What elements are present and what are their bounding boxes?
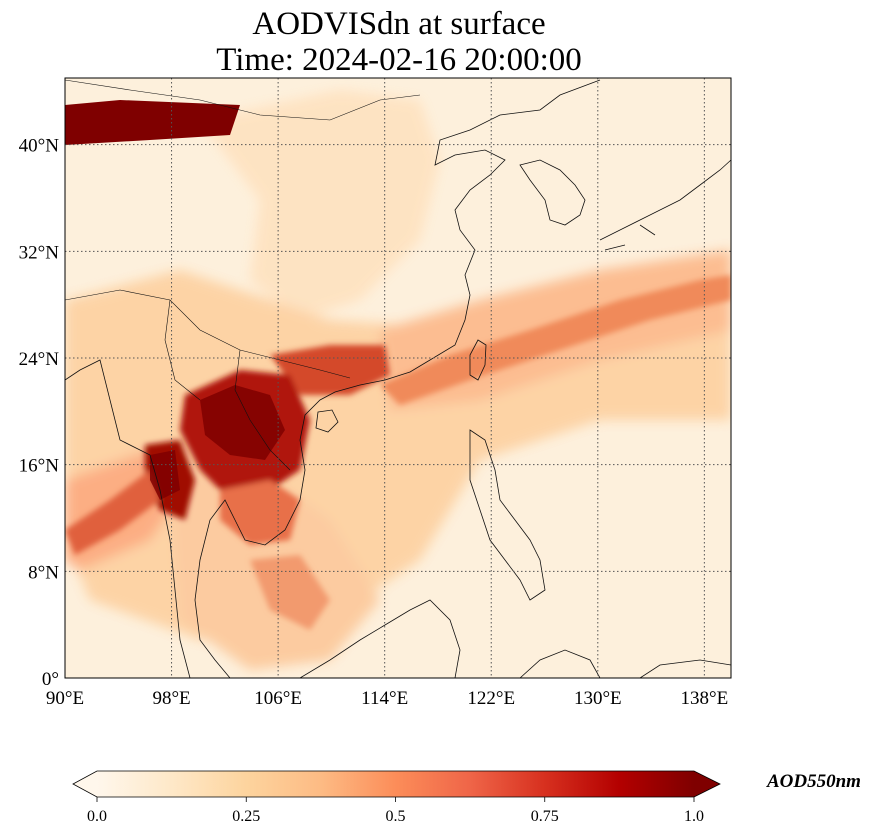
aod-haze-north-china	[200, 90, 440, 320]
lon-tick-label: 106°E	[254, 688, 302, 709]
lon-tick-label: 90°E	[46, 688, 84, 709]
coastline-indochina	[194, 379, 386, 678]
aod-plume-myanmar-core	[150, 450, 180, 500]
colorbar-gradient	[97, 771, 694, 797]
colorbar: 0.0 0.25 0.5 0.75 1.0 AOD550nm	[72, 770, 861, 825]
lon-tick-label: 130°E	[574, 688, 622, 709]
coastline-japan	[599, 159, 731, 251]
coastlines	[65, 79, 731, 678]
map-time: Time: 2024-02-16 20:00:00	[216, 42, 582, 78]
lat-tick-label: 24°N	[19, 349, 60, 370]
colorbar-tick-label: 0.25	[232, 808, 260, 825]
colorbar-extend-min	[73, 771, 97, 797]
aod-field	[65, 90, 731, 670]
colorbar-tick-label: 1.0	[684, 808, 704, 825]
lon-tick-label: 138°E	[681, 688, 729, 709]
border-inland	[65, 79, 421, 471]
coastline-borneo	[299, 599, 461, 678]
lon-tick-label: 98°E	[152, 688, 190, 709]
colorbar-tick-label: 0.0	[87, 808, 107, 825]
coastline-hainan	[315, 409, 339, 433]
lat-tick-label: 16°N	[19, 456, 60, 477]
coastline-korea	[519, 159, 586, 226]
aod-plume-south-china	[270, 345, 390, 395]
gridlines	[65, 78, 731, 678]
aod-plume-gobi-core	[65, 100, 240, 145]
aod-plume-cambodia	[220, 480, 300, 545]
lat-tick-label: 0°	[42, 669, 59, 690]
map-frame	[64, 77, 732, 679]
aod-plume-south-sea-streak	[250, 555, 330, 630]
axis-ticks: 90°E 98°E 106°E 114°E 122°E 130°E 138°E 0° 8°N 16…	[19, 136, 729, 709]
colorbar-label: AOD550nm	[766, 771, 861, 792]
lat-tick-label: 8°N	[28, 562, 59, 583]
coastline-myanmar	[65, 359, 191, 678]
lon-tick-label: 122°E	[467, 688, 515, 709]
coastline-taiwan	[469, 339, 487, 381]
map-area	[65, 78, 731, 678]
coastline-philippines	[469, 429, 546, 601]
aod-plume-east-china-sea	[380, 275, 731, 405]
lat-tick-label: 40°N	[19, 136, 60, 157]
colorbar-tick-label: 0.5	[386, 808, 406, 825]
coastline-china-east	[384, 79, 601, 381]
coastline-sulawesi-png	[519, 649, 731, 678]
aod-plume-bengal-tongue	[65, 470, 160, 555]
colorbar-extend-max	[694, 771, 720, 797]
lon-tick-label: 114°E	[361, 688, 408, 709]
colorbar-tick-label: 0.75	[531, 808, 559, 825]
map-title: AODVISdn at surface	[252, 6, 546, 42]
aod-plume-laos-core	[200, 385, 285, 460]
lat-tick-label: 32°N	[19, 242, 60, 263]
colorbar-ticks: 0.0 0.25 0.5 0.75 1.0	[87, 797, 704, 825]
